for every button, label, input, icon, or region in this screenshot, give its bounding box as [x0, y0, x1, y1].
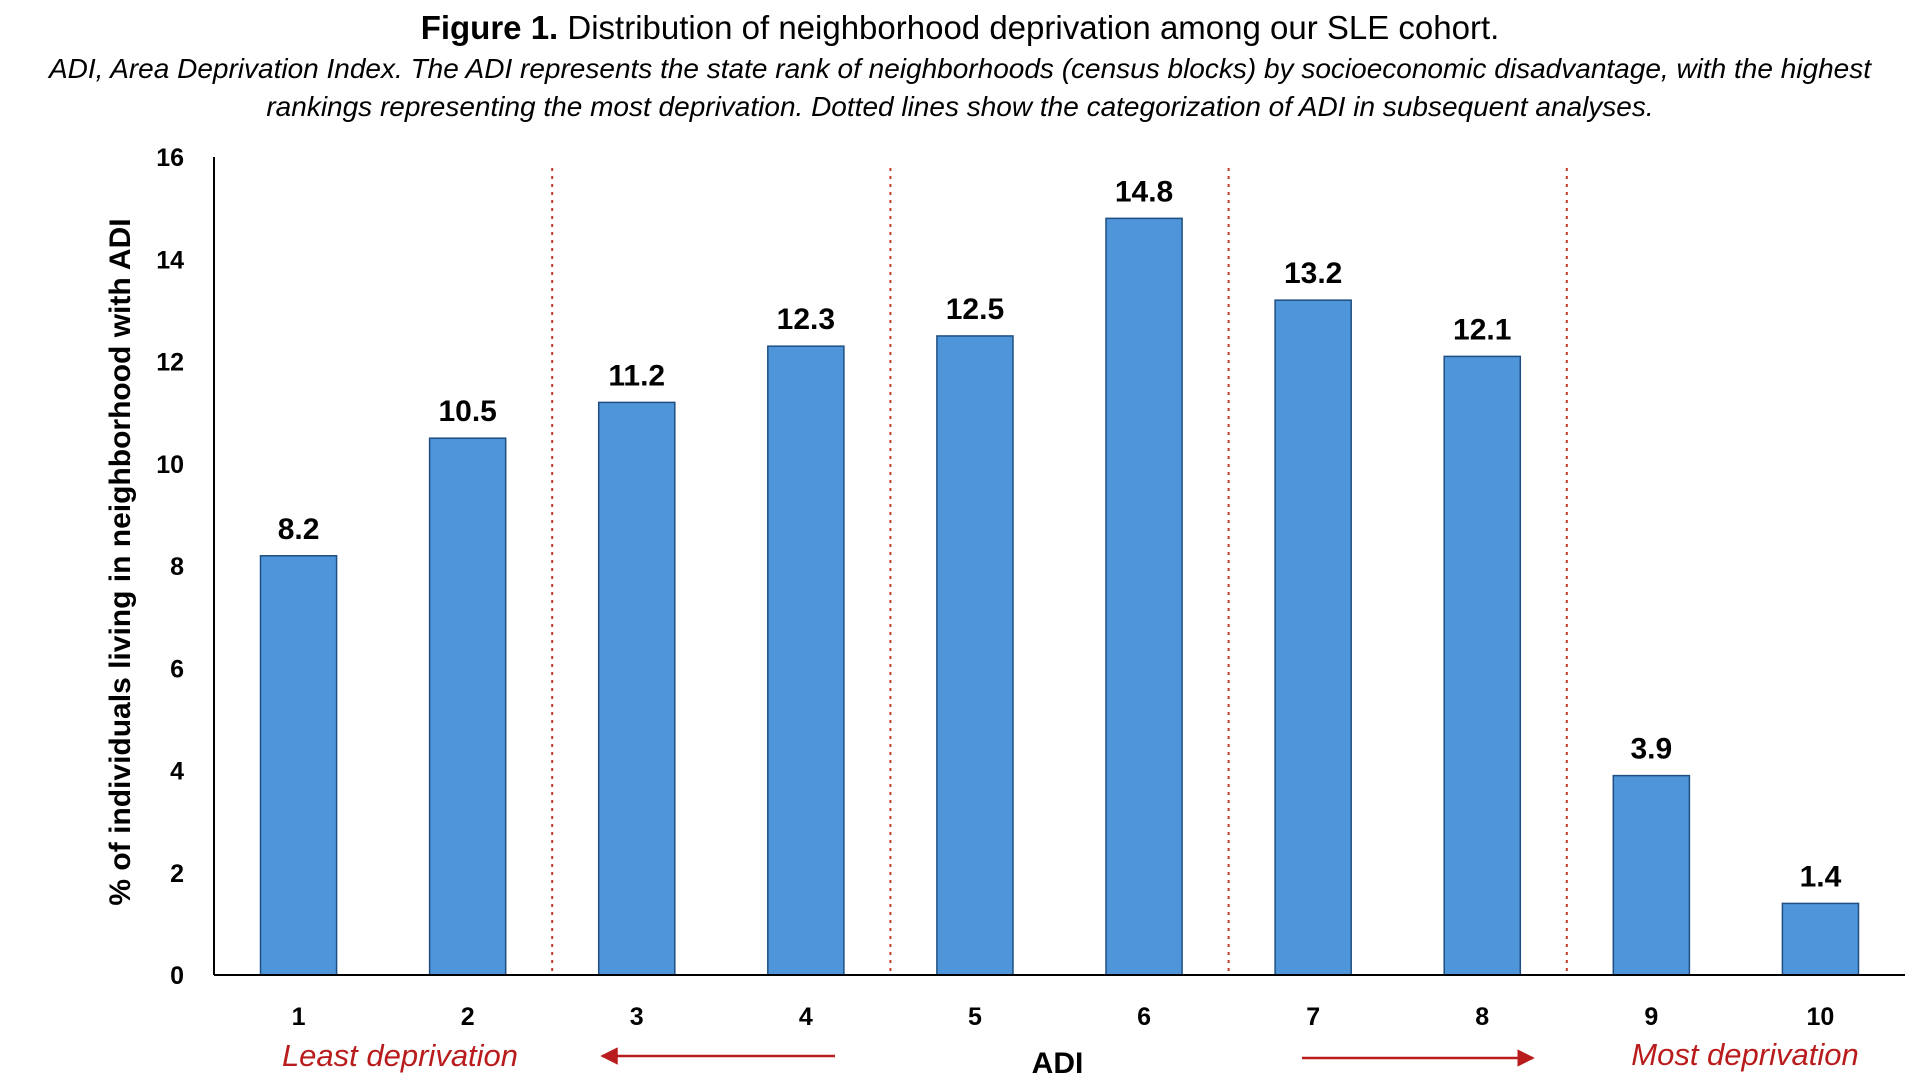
y-tick-label: 14 [156, 246, 184, 274]
data-label-adi-2: 10.5 [438, 395, 496, 428]
x-tick-label: 8 [1475, 1003, 1489, 1031]
data-label-adi-5: 12.5 [946, 293, 1004, 326]
x-tick-label: 9 [1644, 1003, 1658, 1031]
figure-title-text: Distribution of neighborhood deprivation… [567, 9, 1500, 46]
bar-adi-5 [936, 335, 1014, 976]
most-deprivation-label: Most deprivation [1631, 1037, 1858, 1072]
bar-adi-3 [597, 401, 676, 976]
y-tick-label: 10 [156, 451, 184, 479]
x-tick-label: 6 [1137, 1003, 1151, 1031]
data-label-adi-9: 3.9 [1630, 733, 1672, 766]
x-tick-label: 2 [461, 1003, 475, 1031]
bar-adi-9 [1612, 774, 1691, 976]
y-axis-title: % of individuals living in neighborhood … [104, 218, 137, 905]
bar-adi-6 [1105, 217, 1183, 976]
y-tick-label: 12 [156, 349, 184, 377]
y-tick-label: 6 [170, 655, 184, 683]
x-tick-label: 5 [968, 1003, 982, 1031]
figure-caption: ADI, Area Deprivation Index. The ADI rep… [48, 53, 1872, 122]
bars [259, 217, 1860, 976]
bar-adi-7 [1274, 299, 1352, 976]
figure-label: Figure 1. [420, 9, 559, 46]
data-labels: 8.2 10.5 11.2 12.3 12.5 14.8 13.2 12.1 3.9 1.4 [278, 175, 1842, 893]
least-deprivation-label: Least deprivation [282, 1038, 518, 1073]
data-label-adi-4: 12.3 [777, 303, 835, 336]
bar-adi-8 [1443, 355, 1522, 976]
data-label-adi-6: 14.8 [1115, 175, 1173, 208]
x-tick-label: 10 [1807, 1003, 1835, 1031]
y-tick-label: 2 [170, 860, 184, 888]
annotations: Least deprivation Most deprivation [282, 1037, 1859, 1073]
data-label-adi-3: 11.2 [608, 359, 665, 392]
data-label-adi-1: 8.2 [278, 513, 320, 546]
bar-adi-2 [428, 437, 507, 976]
bar-adi-4 [767, 345, 845, 976]
data-label-adi-8: 12.1 [1453, 313, 1511, 346]
y-tick-label: 8 [170, 553, 184, 581]
x-tick-label: 7 [1306, 1003, 1320, 1031]
figure-title: Figure 1. Distribution of neighborhood d… [0, 6, 1920, 50]
figure-header: Figure 1. Distribution of neighborhood d… [0, 6, 1920, 126]
bar-adi-10 [1781, 902, 1860, 976]
data-label-adi-10: 1.4 [1800, 860, 1842, 893]
x-tick-label: 4 [799, 1003, 813, 1031]
y-tick-label: 4 [170, 758, 184, 786]
y-tick-label: 0 [170, 962, 184, 990]
x-tick-label: 1 [292, 1003, 306, 1031]
x-axis-title: ADI [1032, 1047, 1084, 1080]
bar-adi-1 [259, 555, 338, 976]
x-tick-label: 3 [630, 1003, 644, 1031]
data-label-adi-7: 13.2 [1284, 257, 1342, 290]
y-tick-label: 16 [156, 144, 184, 172]
category-dividers [551, 168, 1568, 975]
